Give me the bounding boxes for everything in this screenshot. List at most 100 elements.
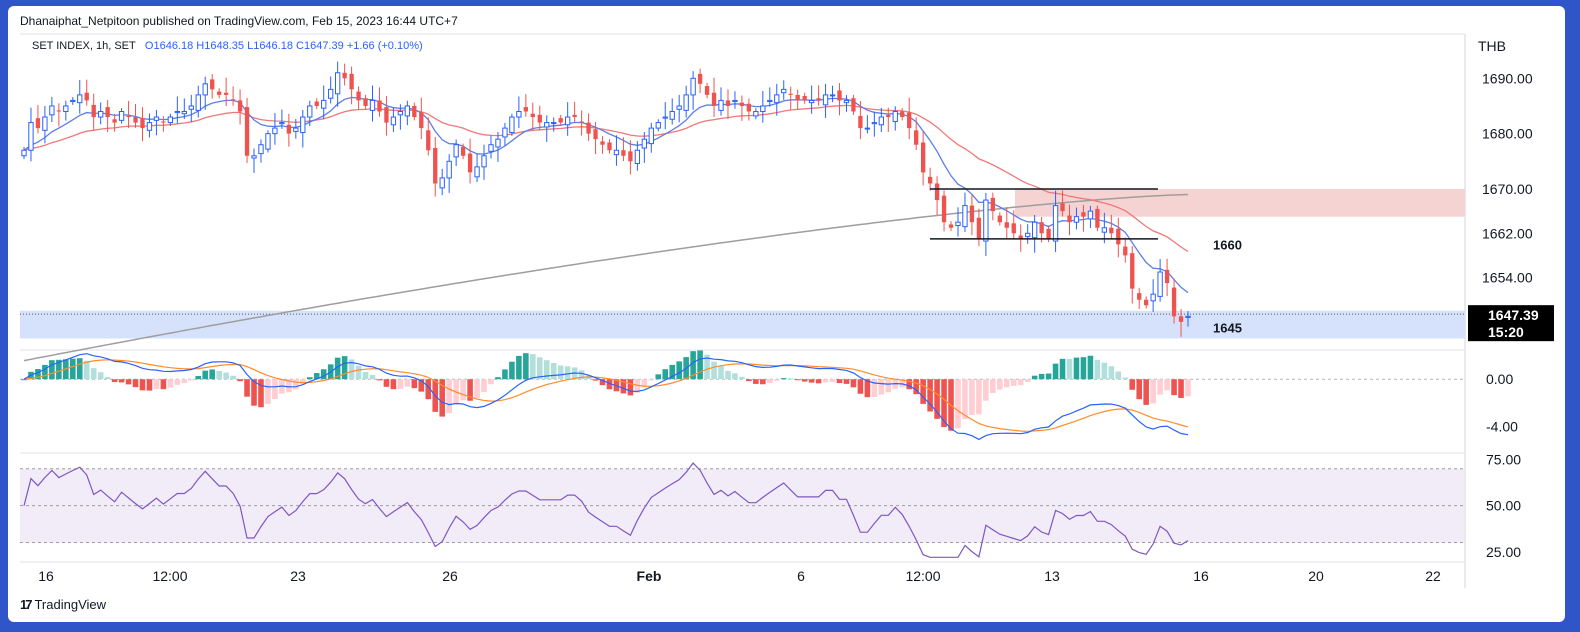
candle [446,160,452,179]
candle [976,217,982,239]
candle [871,122,878,125]
candle [1164,269,1170,284]
candle [1171,287,1177,317]
macd-histogram-bar [864,379,871,398]
macd-histogram-bar [1129,379,1136,390]
candle [433,148,438,184]
macd-histogram-bar [1101,362,1108,380]
macd-histogram-bar [1080,357,1087,380]
macd-histogram-bar [536,357,543,380]
macd-histogram-bar [362,372,369,380]
macd-histogram-bar [411,379,418,389]
candle [279,122,285,125]
candle [914,130,919,145]
price-chart[interactable]: 1660 1645 1690.00 1680.00 1670.00 1662.00 1654… [8,6,1565,622]
macd-histogram-bar [90,368,97,380]
candle [808,99,815,104]
macd-histogram-bar [787,378,794,380]
candle [837,90,842,101]
macd-histogram-bar [118,379,125,383]
candle [753,111,759,117]
macd-histogram-bar [1003,379,1010,388]
candle [77,94,83,104]
change-value: +1.66 (+0.10%) [346,40,423,52]
candle [983,199,989,242]
macd-histogram-bar [997,379,1003,390]
support-zone [20,310,1465,339]
macd-histogram-bar [662,369,669,380]
macd-signal-line [23,359,1189,432]
macd-histogram-bar [920,379,926,404]
macd-histogram-bar [1031,375,1038,380]
macd-histogram-bar [439,379,445,417]
macd-histogram-bar [390,379,397,390]
macd-histogram-bar [780,378,787,380]
macd-histogram-bar [83,360,90,380]
candle [342,72,347,79]
candle [126,115,131,118]
open-value: O1646.18 [144,40,194,52]
candle [662,116,668,119]
last-price-tag [1468,305,1554,342]
price-tick-label: 1690.00 [1482,70,1533,86]
macd-histogram-bar [676,361,682,380]
symbol-legend[interactable]: SET INDEX, 1h, SET O1646.18 H1648.35 L16… [32,40,423,52]
candle [300,116,306,134]
candle [1087,210,1094,220]
macd-histogram-bar [885,379,892,393]
macd-histogram-bar [153,379,160,389]
candle [690,77,696,96]
candle [900,111,905,118]
price-tick-label: 1680.00 [1482,126,1533,142]
candle [558,118,563,123]
candle [369,99,376,111]
macd-histogram-bar [376,379,383,381]
macd-histogram-bar [76,358,83,380]
macd-histogram-bar [223,372,229,380]
macd-histogram-bar [801,379,808,382]
candle [997,215,1002,223]
candle [195,94,201,111]
macd-histogram-bar [627,379,634,396]
candle [265,133,271,150]
macd-histogram-bar [488,379,494,385]
price-tick-label: 1670.00 [1482,181,1533,197]
candle [864,127,871,130]
macd-histogram-bar [111,379,118,383]
candle [886,114,891,118]
macd-histogram-bar [829,379,836,382]
candle [927,176,933,184]
macd-histogram-bar [697,350,703,380]
candle [746,103,752,112]
candle [495,138,501,148]
candle [502,127,508,138]
candle [474,166,480,178]
candle [188,105,194,110]
macd-histogram-bar [160,379,167,390]
candle [1157,271,1163,297]
candle [1109,227,1114,234]
macd-histogram-bar [732,373,738,380]
candle [56,110,62,112]
macd-histogram-bar [125,379,132,385]
time-tick-label: 26 [442,568,458,584]
candle [990,197,995,212]
candle [384,107,389,123]
candle [1123,246,1128,256]
macd-tick-label: -4.00 [1486,418,1518,434]
candle [1031,221,1038,239]
candle [523,107,529,112]
candle [377,100,382,112]
macd-histogram-bar [1052,363,1059,380]
candle [223,92,229,95]
macd-histogram-bar [139,379,146,391]
macd-histogram-bar [509,361,515,380]
macd-histogram-bar [1066,358,1073,380]
macd-histogram-bar [808,379,815,383]
symbol-name[interactable]: SET INDEX, 1h, SET [32,40,136,52]
candle [1095,208,1100,228]
candle [920,142,926,173]
macd-histogram-bar [550,362,557,380]
macd-histogram-bar [21,379,27,381]
candle [404,105,411,117]
